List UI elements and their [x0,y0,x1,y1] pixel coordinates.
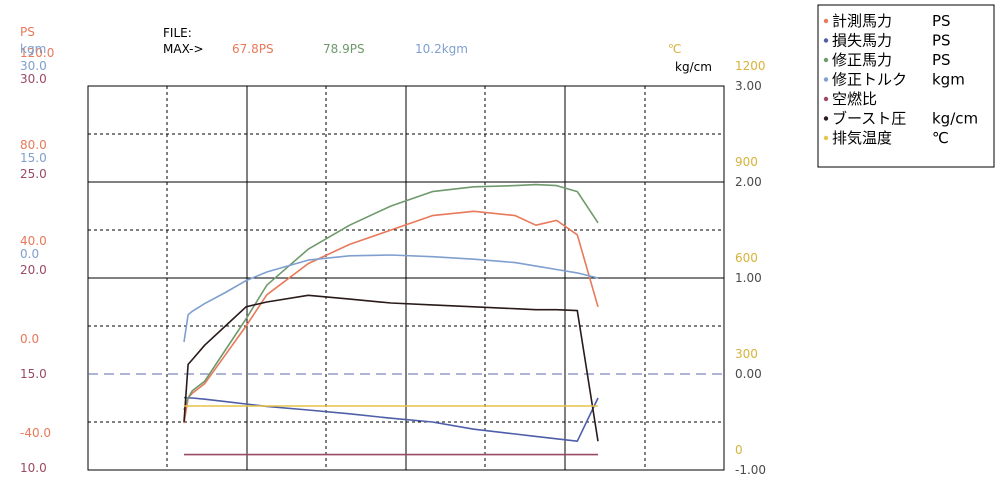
ps-tick-label: 120.0 [20,46,54,60]
boost-tick-label: 1.00 [735,271,762,285]
legend-item-unit: PS [932,51,951,69]
kgm-tick-label: 30.0 [20,59,47,73]
afr-tick-label: 15.0 [20,367,47,381]
boost-tick-label: 0.00 [735,367,762,381]
legend-item-label: 排気温度 [832,129,892,147]
temp-unit-label: ℃ [668,42,681,56]
corrected-torque-line [183,254,599,343]
temp-tick-label: 600 [735,251,758,265]
afr-tick-label: 25.0 [20,167,47,181]
max-label: MAX-> [163,42,204,56]
kgm-tick-label: 15.0 [20,151,47,165]
afr-tick-label: 20.0 [20,263,47,277]
right-axis-labels: 1200 3.00 900 2.00 600 1.00 300 0.00 0 -1.00 [735,59,766,477]
boost-tick-label: 3.00 [735,79,762,93]
legend-item-label: ブースト圧 [832,110,906,128]
temp-tick-label: 0 [735,443,743,457]
boost-tick-label: 2.00 [735,175,762,189]
legend-marker [823,116,829,121]
legend-item-label: 損失馬力 [832,32,892,50]
ps-tick-label: 80.0 [20,138,47,152]
measured-power-line [183,210,599,424]
kgm-tick-label: 0.0 [20,247,39,261]
afr-tick-label: 10.0 [20,461,47,475]
boost-line [183,294,599,442]
legend-item-label: 修正馬力 [832,51,892,69]
temp-tick-label: 1200 [735,59,766,73]
file-label: FILE: [163,26,192,40]
loss-power-line [183,396,599,443]
boost-unit-label: kg/cm [675,60,712,74]
ps-tick-label: 0.0 [20,332,39,346]
legend-marker [823,135,829,141]
corrected-power-line [183,183,599,411]
legend-item-unit: ℃ [932,129,949,147]
kgm-unit-label: kgm [20,42,46,56]
legend-item-label: 計測馬力 [832,12,892,30]
legend-item-unit: kgm [932,71,965,89]
legend-item-unit: PS [932,32,951,50]
legend-item-label: 修正トルク [832,71,907,89]
temp-tick-label: 900 [735,155,758,169]
grid [87,85,725,471]
ps-tick-label: -40.0 [20,426,51,440]
max-torque-value: 10.2kgm [415,42,468,56]
legend-marker [823,57,829,63]
legend-item-label: 空燃比 [832,90,877,108]
legend-box [817,4,995,168]
left-axis-labels: 120.030.030.080.015.025.040.00.020.00.01… [20,46,54,475]
ps-tick-label: 40.0 [20,234,47,248]
legend-marker [823,18,829,24]
max-measured-value: 67.8PS [232,42,274,56]
afr-tick-label: 30.0 [20,72,47,86]
legend-marker [823,38,829,43]
legend-item-unit: PS [932,12,951,30]
temp-tick-label: 300 [735,347,758,361]
max-corrected-value: 78.9PS [323,42,365,56]
legend-marker [823,77,829,82]
series-lines [183,183,599,456]
legend-item-unit: kg/cm [932,110,978,128]
ps-unit-label: PS [20,25,35,39]
legend-marker [823,96,829,102]
boost-tick-label: -1.00 [735,463,766,477]
